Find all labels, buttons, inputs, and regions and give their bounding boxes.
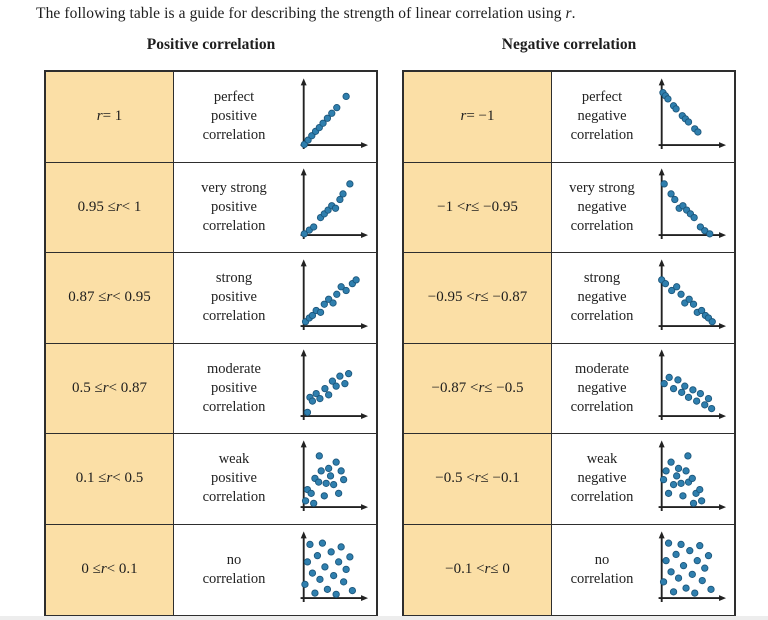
description-text: moderate positive correlation [202,360,266,415]
r-range-cell: 0.5 ≤ r < 0.87 [46,343,174,434]
scatter-plot [300,531,369,602]
scatter-plot [658,349,727,421]
scatter-plot [300,259,369,330]
description-cell: no correlation [552,525,734,616]
description-text: weak negative correlation [570,451,634,506]
r-range-cell: 0.95 ≤ r < 1 [46,162,174,253]
r-range-cell: −0.1 < r ≤ 0 [404,524,552,615]
column-heading-negative: Negative correlation [501,36,637,53]
description-text: no correlation [570,551,634,587]
r-range-cell: r = −1 [404,72,552,163]
description-cell: very strong positive correlation [174,163,376,253]
column-heading-positive: Positive correlation [146,36,276,53]
description-cell: weak negative correlation [552,434,734,525]
description-text: strong negative correlation [570,270,634,325]
r-range-cell: −0.5 < r ≤ −0.1 [404,434,552,525]
r-range-cell: −0.95 < r ≤ −0.87 [404,253,552,344]
scatter-plot [658,168,727,240]
scatter-plot [658,531,727,602]
description-text: perfect positive correlation [202,89,266,144]
description-cell: moderate negative correlation [552,344,734,434]
r-range-cell: 0.87 ≤ r < 0.95 [46,253,174,344]
description-cell: weak positive correlation [174,434,376,525]
scatter-plot [300,440,369,511]
description-cell: perfect positive correlation [174,72,376,163]
scatter-plot [300,78,369,149]
r-range-cell: 0 ≤ r < 0.1 [46,524,174,615]
description-text: strong positive correlation [202,270,266,325]
intro-text: The following table is a guide for descr… [36,5,576,22]
description-text: very strong negative correlation [569,179,635,234]
scatter-plot [300,349,369,421]
r-range-cell: −1 < r ≤ −0.95 [404,162,552,253]
description-cell: strong positive correlation [174,253,376,344]
scatter-plot [300,168,369,240]
negative-correlation-table: r = −1 perfect negative correlation −1 <… [402,70,736,617]
description-cell: perfect negative correlation [552,72,734,163]
r-range-cell: r = 1 [46,72,174,163]
description-text: perfect negative correlation [570,89,634,144]
page-edge [0,616,768,620]
description-cell: no correlation [174,525,376,616]
scatter-plot [658,259,727,330]
description-cell: very strong negative correlation [552,163,734,253]
description-text: weak positive correlation [202,451,266,506]
scatter-plot [658,78,727,149]
positive-correlation-table: r = 1 perfect positive correlation 0.95 … [44,70,378,617]
description-cell: moderate positive correlation [174,344,376,434]
description-cell: strong negative correlation [552,253,734,344]
r-range-cell: −0.87 < r ≤ −0.5 [404,343,552,434]
description-text: no correlation [202,551,266,587]
description-text: moderate negative correlation [570,360,634,415]
scatter-plot [658,440,727,511]
r-range-cell: 0.1 ≤ r < 0.5 [46,434,174,525]
description-text: very strong positive correlation [201,179,267,234]
